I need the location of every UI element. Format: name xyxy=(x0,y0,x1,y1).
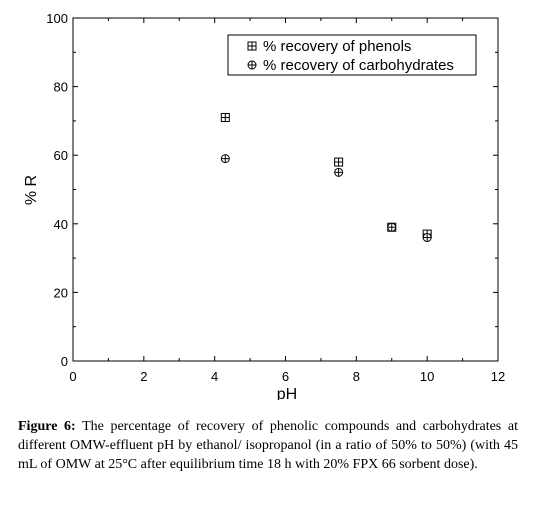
y-tick-label: 40 xyxy=(54,217,68,232)
legend-box xyxy=(227,34,477,76)
x-tick-label: 2 xyxy=(140,369,147,384)
y-tick-label: 20 xyxy=(54,285,68,300)
x-tick-label: 12 xyxy=(491,369,505,384)
carbohydrates-point xyxy=(422,233,432,243)
x-tick-label: 6 xyxy=(282,369,289,384)
y-tick-label: 100 xyxy=(46,11,68,26)
x-tick-label: 8 xyxy=(353,369,360,384)
x-tick-label: 10 xyxy=(420,369,434,384)
carbohydrates-point xyxy=(220,154,230,164)
phenols-point xyxy=(220,112,230,122)
y-tick-label: 0 xyxy=(61,354,68,369)
legend: % recovery of phenols % recovery of carbo… xyxy=(227,34,477,76)
x-axis-title: pH xyxy=(277,386,297,400)
phenols-point xyxy=(334,157,344,167)
y-tick-label: 80 xyxy=(54,80,68,95)
caption-label: Figure 6: xyxy=(18,419,76,434)
carbohydrates-point xyxy=(387,222,397,232)
caption-text: The percentage of recovery of phenolic c… xyxy=(18,419,518,472)
legend-label: % recovery of phenols xyxy=(263,38,411,55)
legend-label: % recovery of carbohydrates xyxy=(263,57,454,74)
scatter-chart: 0 2 4 6 8 10 12 0 20 40 60 80 100 pH % R % recovery … xyxy=(23,11,505,400)
y-axis-title: % R xyxy=(23,175,40,205)
x-tick-label: 4 xyxy=(211,369,218,384)
carbohydrates-point xyxy=(334,167,344,177)
legend-symbol xyxy=(247,60,257,70)
x-tick-label: 0 xyxy=(69,369,76,384)
y-tick-label: 60 xyxy=(54,148,68,163)
figure-caption: Figure 6: The percentage of recovery of … xyxy=(18,417,518,474)
legend-symbol xyxy=(247,41,257,51)
